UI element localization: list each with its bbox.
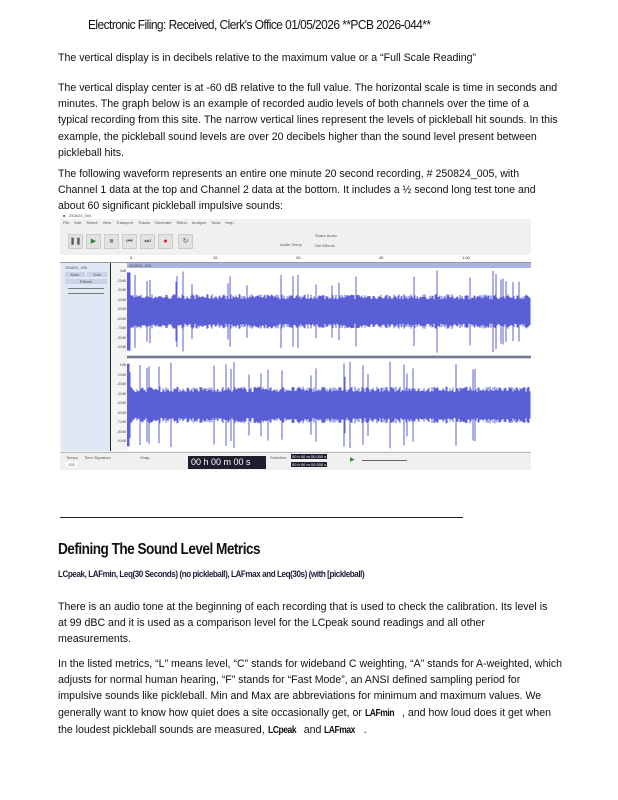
db-label: -30dB — [116, 382, 126, 386]
text: . — [360, 723, 367, 736]
db-label: -70dB — [116, 326, 126, 330]
track-name[interactable]: 250824_005 — [65, 265, 88, 270]
db-label: 0dB — [119, 269, 126, 273]
divider — [60, 517, 463, 518]
tempo-label: Tempo — [66, 455, 79, 460]
toolbar: ❚❚ ▶ ■ ⏮ ⏭ ● ↻ Audio Setup Share Audio G… — [60, 227, 531, 254]
menu-edit[interactable]: Edit — [74, 220, 82, 225]
tempo-input[interactable]: 120 — [66, 462, 77, 467]
db-label: -90dB — [116, 439, 126, 443]
menu-tools[interactable]: Tools — [211, 220, 221, 225]
ruler-tick: 15 — [213, 255, 218, 260]
bottom-toolbar: Tempo 120 Time Signature Snap 00 h 00 m … — [60, 452, 531, 470]
play-at-speed-icon[interactable]: ▶ — [350, 457, 355, 463]
time-signature-label: Time Signature — [84, 455, 111, 460]
db-label: -20dB — [116, 372, 126, 377]
menu-help[interactable]: Help — [225, 220, 234, 225]
text: In the listed metrics, “L” means level, … — [58, 658, 563, 719]
db-label: -40dB — [116, 297, 126, 302]
loop-button[interactable]: ↻ — [178, 234, 193, 249]
pause-button[interactable]: ❚❚ — [68, 234, 83, 249]
app-icon: ■ — [63, 213, 66, 218]
solo-button[interactable]: Solo — [87, 272, 107, 277]
term-lcpeak: LCpeak — [267, 724, 297, 736]
section-subtitle: LCpeak, LAFmin, Leq(30 Seconds) (no pick… — [58, 569, 365, 580]
db-label: -60dB — [116, 316, 126, 321]
track-control-panel: 250824_005 Mute Solo Effects — [62, 263, 111, 451]
clip-header[interactable]: 250824_005 — [127, 263, 531, 268]
menu-generate[interactable]: Generate — [154, 220, 172, 225]
paragraph-metrics: In the listed metrics, “L” means level, … — [58, 656, 563, 739]
menu-transport[interactable]: Transport — [116, 220, 134, 225]
menu-select[interactable]: Select — [86, 220, 98, 225]
section-title: Defining The Sound Level Metrics — [58, 541, 261, 558]
db-label: -20dB — [116, 278, 126, 283]
snap-checkbox[interactable]: Snap — [140, 455, 150, 460]
db-label: -90dB — [116, 345, 126, 349]
play-button[interactable]: ▶ — [86, 234, 101, 249]
db-label: -60dB — [116, 410, 126, 415]
waveform-graph — [127, 268, 531, 451]
pan-slider[interactable] — [68, 293, 104, 294]
selection-end[interactable]: 00 h 00 m 00.000 s — [291, 462, 328, 467]
gain-slider[interactable] — [68, 288, 104, 289]
menu-bar: File Edit Select View Transport Tracks Generat… — [60, 220, 531, 226]
menu-analyze[interactable]: Analyze — [191, 220, 206, 225]
menu-tracks[interactable]: Tracks — [138, 220, 150, 225]
stop-button[interactable]: ■ — [104, 234, 119, 249]
db-scale: 0dB -20dB -30dB -40dB -50dB -60dB -70dB -80dB -9… — [111, 263, 128, 451]
get-effects-button[interactable]: Get Effects — [315, 243, 335, 248]
db-label: -50dB — [116, 307, 126, 311]
selection-start[interactable]: 00 h 00 m 00.000 s — [291, 454, 328, 459]
text: , and how loud does it get when the loud… — [58, 706, 551, 736]
clip-name: 250824_005 — [129, 263, 152, 268]
audacity-screenshot: ■ 250824_005 File Edit Select View Transport… — [60, 213, 531, 470]
share-audio-button[interactable]: Share Audio — [315, 233, 337, 238]
effects-button[interactable]: Effects — [65, 279, 107, 284]
title-bar: ■ 250824_005 — [60, 213, 531, 219]
waveform-area[interactable]: 250824_005 — [127, 263, 531, 451]
paragraph-vertical-display: The vertical display center is at -60 dB… — [58, 82, 558, 159]
mute-button[interactable]: Mute — [65, 272, 85, 277]
db-label: -70dB — [116, 420, 126, 424]
ruler-tick: 1:00 — [462, 255, 470, 260]
menu-effect[interactable]: Effect — [176, 220, 187, 225]
menu-file[interactable]: File — [63, 220, 70, 225]
skip-end-button[interactable]: ⏭ — [140, 234, 155, 249]
selection-label: Selection — [270, 455, 287, 460]
term-lafmin: LAFmin — [364, 707, 395, 719]
db-label: -50dB — [116, 401, 126, 405]
channel-2-waveform — [127, 361, 531, 449]
record-button[interactable]: ● — [158, 234, 173, 249]
text: and — [300, 723, 325, 736]
paragraph-calibration: There is an audio tone at the beginning … — [58, 601, 548, 646]
window-title: 250824_005 — [69, 213, 92, 218]
term-lafmax: LAFmax — [324, 724, 356, 736]
db-label: -40dB — [116, 391, 126, 396]
menu-view[interactable]: View — [102, 220, 112, 225]
time-display[interactable]: 00 h 00 m 00 s — [188, 456, 266, 469]
ruler-tick: 45 — [379, 255, 384, 260]
audio-setup-button[interactable]: Audio Setup — [280, 242, 302, 247]
ruler-tick: 0 — [130, 255, 133, 260]
skip-start-button[interactable]: ⏮ — [122, 234, 137, 249]
paragraph-waveform-intro: The following waveform represents an ent… — [58, 168, 536, 213]
speed-slider[interactable] — [362, 460, 407, 461]
db-label: 0dB — [119, 363, 126, 367]
paragraph-full-scale: The vertical display is in decibels rela… — [58, 52, 477, 64]
db-label: -80dB — [116, 335, 126, 340]
filing-header: Electronic Filing: Received, Clerk's Off… — [88, 17, 431, 32]
db-label: -80dB — [116, 429, 126, 434]
db-label: -30dB — [116, 288, 126, 292]
ruler-tick: 30 — [296, 255, 301, 260]
channel-1-waveform — [127, 270, 531, 353]
